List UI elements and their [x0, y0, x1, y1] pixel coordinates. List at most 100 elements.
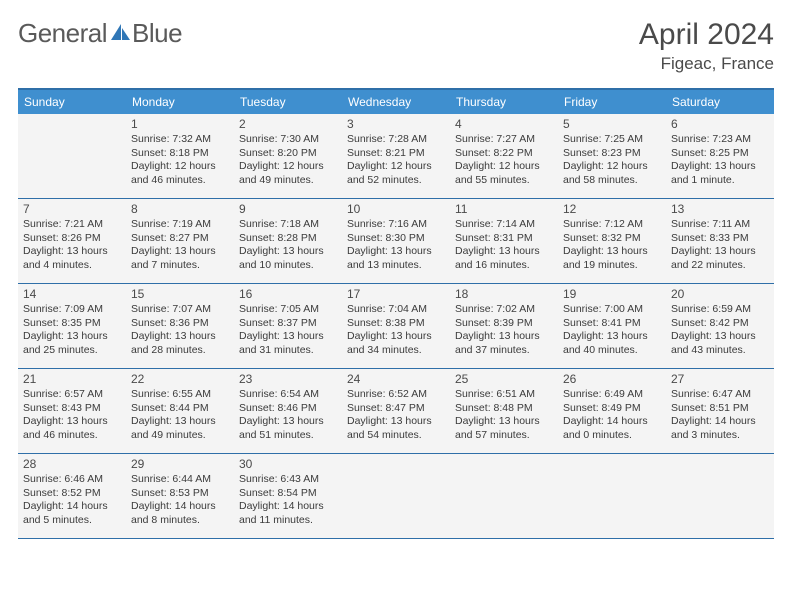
calendar-cell: 13Sunrise: 7:11 AMSunset: 8:33 PMDayligh…	[666, 199, 774, 283]
calendar-body: 1Sunrise: 7:32 AMSunset: 8:18 PMDaylight…	[18, 114, 774, 539]
daylight-text: Daylight: 13 hours and 34 minutes.	[347, 330, 445, 357]
sunrise-text: Sunrise: 7:16 AM	[347, 218, 445, 231]
day-number: 19	[563, 287, 661, 302]
calendar-cell: 21Sunrise: 6:57 AMSunset: 8:43 PMDayligh…	[18, 369, 126, 453]
weekday-header: Monday	[126, 90, 234, 114]
day-number: 6	[671, 117, 769, 132]
sunrise-text: Sunrise: 7:25 AM	[563, 133, 661, 146]
day-number: 10	[347, 202, 445, 217]
daylight-text: Daylight: 13 hours and 10 minutes.	[239, 245, 337, 272]
sunrise-text: Sunrise: 7:27 AM	[455, 133, 553, 146]
calendar-week: 14Sunrise: 7:09 AMSunset: 8:35 PMDayligh…	[18, 284, 774, 369]
daylight-text: Daylight: 12 hours and 55 minutes.	[455, 160, 553, 187]
sunset-text: Sunset: 8:38 PM	[347, 317, 445, 330]
day-number: 16	[239, 287, 337, 302]
sunrise-text: Sunrise: 6:57 AM	[23, 388, 121, 401]
daylight-text: Daylight: 12 hours and 46 minutes.	[131, 160, 229, 187]
calendar-week: 1Sunrise: 7:32 AMSunset: 8:18 PMDaylight…	[18, 114, 774, 199]
day-number: 5	[563, 117, 661, 132]
daylight-text: Daylight: 13 hours and 7 minutes.	[131, 245, 229, 272]
location-label: Figeac, France	[639, 54, 774, 74]
sunrise-text: Sunrise: 6:54 AM	[239, 388, 337, 401]
day-number: 11	[455, 202, 553, 217]
sunset-text: Sunset: 8:28 PM	[239, 232, 337, 245]
title-block: April 2024 Figeac, France	[639, 18, 774, 74]
daylight-text: Daylight: 13 hours and 46 minutes.	[23, 415, 121, 442]
calendar-cell: 23Sunrise: 6:54 AMSunset: 8:46 PMDayligh…	[234, 369, 342, 453]
day-number: 18	[455, 287, 553, 302]
day-number: 24	[347, 372, 445, 387]
day-number: 27	[671, 372, 769, 387]
day-number: 14	[23, 287, 121, 302]
sunrise-text: Sunrise: 7:05 AM	[239, 303, 337, 316]
sunset-text: Sunset: 8:21 PM	[347, 147, 445, 160]
sunrise-text: Sunrise: 6:43 AM	[239, 473, 337, 486]
calendar-cell: 17Sunrise: 7:04 AMSunset: 8:38 PMDayligh…	[342, 284, 450, 368]
calendar-cell: 4Sunrise: 7:27 AMSunset: 8:22 PMDaylight…	[450, 114, 558, 198]
daylight-text: Daylight: 12 hours and 58 minutes.	[563, 160, 661, 187]
sunrise-text: Sunrise: 6:44 AM	[131, 473, 229, 486]
day-number: 17	[347, 287, 445, 302]
sunrise-text: Sunrise: 6:46 AM	[23, 473, 121, 486]
calendar-cell: 6Sunrise: 7:23 AMSunset: 8:25 PMDaylight…	[666, 114, 774, 198]
sunrise-text: Sunrise: 7:19 AM	[131, 218, 229, 231]
calendar-cell: 11Sunrise: 7:14 AMSunset: 8:31 PMDayligh…	[450, 199, 558, 283]
calendar-week: 28Sunrise: 6:46 AMSunset: 8:52 PMDayligh…	[18, 454, 774, 539]
calendar-cell: 9Sunrise: 7:18 AMSunset: 8:28 PMDaylight…	[234, 199, 342, 283]
daylight-text: Daylight: 13 hours and 16 minutes.	[455, 245, 553, 272]
sunrise-text: Sunrise: 7:00 AM	[563, 303, 661, 316]
calendar-cell: 10Sunrise: 7:16 AMSunset: 8:30 PMDayligh…	[342, 199, 450, 283]
day-number: 9	[239, 202, 337, 217]
sunset-text: Sunset: 8:39 PM	[455, 317, 553, 330]
month-title: April 2024	[639, 18, 774, 52]
calendar-cell-empty	[666, 454, 774, 538]
daylight-text: Daylight: 13 hours and 4 minutes.	[23, 245, 121, 272]
sunrise-text: Sunrise: 6:52 AM	[347, 388, 445, 401]
day-number: 15	[131, 287, 229, 302]
sunrise-text: Sunrise: 6:51 AM	[455, 388, 553, 401]
daylight-text: Daylight: 14 hours and 3 minutes.	[671, 415, 769, 442]
daylight-text: Daylight: 13 hours and 28 minutes.	[131, 330, 229, 357]
sunrise-text: Sunrise: 7:30 AM	[239, 133, 337, 146]
sunset-text: Sunset: 8:52 PM	[23, 487, 121, 500]
sunset-text: Sunset: 8:54 PM	[239, 487, 337, 500]
calendar-cell: 24Sunrise: 6:52 AMSunset: 8:47 PMDayligh…	[342, 369, 450, 453]
daylight-text: Daylight: 13 hours and 54 minutes.	[347, 415, 445, 442]
sunset-text: Sunset: 8:22 PM	[455, 147, 553, 160]
calendar-cell: 16Sunrise: 7:05 AMSunset: 8:37 PMDayligh…	[234, 284, 342, 368]
calendar-cell: 28Sunrise: 6:46 AMSunset: 8:52 PMDayligh…	[18, 454, 126, 538]
day-number: 12	[563, 202, 661, 217]
calendar-cell: 5Sunrise: 7:25 AMSunset: 8:23 PMDaylight…	[558, 114, 666, 198]
sunrise-text: Sunrise: 6:49 AM	[563, 388, 661, 401]
daylight-text: Daylight: 12 hours and 52 minutes.	[347, 160, 445, 187]
calendar-cell: 29Sunrise: 6:44 AMSunset: 8:53 PMDayligh…	[126, 454, 234, 538]
calendar-cell: 15Sunrise: 7:07 AMSunset: 8:36 PMDayligh…	[126, 284, 234, 368]
calendar-cell: 26Sunrise: 6:49 AMSunset: 8:49 PMDayligh…	[558, 369, 666, 453]
daylight-text: Daylight: 13 hours and 22 minutes.	[671, 245, 769, 272]
day-number: 20	[671, 287, 769, 302]
calendar-cell: 25Sunrise: 6:51 AMSunset: 8:48 PMDayligh…	[450, 369, 558, 453]
calendar-cell: 1Sunrise: 7:32 AMSunset: 8:18 PMDaylight…	[126, 114, 234, 198]
daylight-text: Daylight: 14 hours and 5 minutes.	[23, 500, 121, 527]
calendar-cell: 18Sunrise: 7:02 AMSunset: 8:39 PMDayligh…	[450, 284, 558, 368]
sunrise-text: Sunrise: 7:23 AM	[671, 133, 769, 146]
calendar-cell: 2Sunrise: 7:30 AMSunset: 8:20 PMDaylight…	[234, 114, 342, 198]
day-number: 4	[455, 117, 553, 132]
day-number: 2	[239, 117, 337, 132]
daylight-text: Daylight: 13 hours and 40 minutes.	[563, 330, 661, 357]
sunset-text: Sunset: 8:43 PM	[23, 402, 121, 415]
sunset-text: Sunset: 8:20 PM	[239, 147, 337, 160]
sunset-text: Sunset: 8:49 PM	[563, 402, 661, 415]
day-number: 29	[131, 457, 229, 472]
calendar-cell: 3Sunrise: 7:28 AMSunset: 8:21 PMDaylight…	[342, 114, 450, 198]
sunset-text: Sunset: 8:25 PM	[671, 147, 769, 160]
sunrise-text: Sunrise: 7:14 AM	[455, 218, 553, 231]
day-number: 25	[455, 372, 553, 387]
sunrise-text: Sunrise: 6:59 AM	[671, 303, 769, 316]
logo-sail-icon	[109, 22, 131, 42]
calendar-cell: 20Sunrise: 6:59 AMSunset: 8:42 PMDayligh…	[666, 284, 774, 368]
calendar-week: 21Sunrise: 6:57 AMSunset: 8:43 PMDayligh…	[18, 369, 774, 454]
sunset-text: Sunset: 8:41 PM	[563, 317, 661, 330]
brand-logo: General Blue	[18, 18, 182, 49]
sunset-text: Sunset: 8:32 PM	[563, 232, 661, 245]
